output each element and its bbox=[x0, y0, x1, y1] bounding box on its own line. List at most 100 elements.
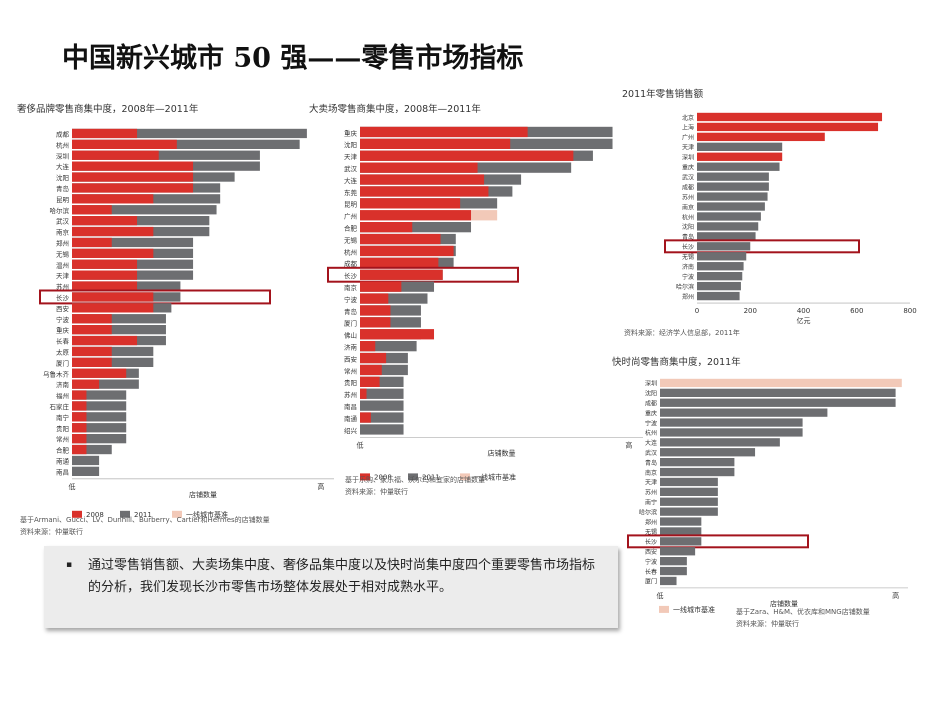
hypermarket-legend-label: 一线城市基准 bbox=[474, 472, 516, 481]
hypermarket-bar-2008 bbox=[360, 341, 376, 352]
sales-category-label: 广州 bbox=[682, 134, 694, 142]
hypermarket-bar-2008 bbox=[360, 293, 389, 304]
hypermarket-chart-title: 大卖场零售商集中度，2008年—2011年 bbox=[309, 104, 481, 115]
sales-category-label: 北京 bbox=[682, 114, 694, 122]
luxury-bar-2008 bbox=[72, 412, 87, 422]
luxury-bar-2011 bbox=[72, 237, 194, 248]
hypermarket-legend-label: 2008 bbox=[374, 473, 392, 481]
sales-category-label: 重庆 bbox=[682, 164, 694, 172]
luxury-bar-2008 bbox=[72, 226, 154, 237]
luxury-bar-2008 bbox=[72, 314, 112, 324]
luxury-bar-2008 bbox=[72, 183, 194, 193]
hypermarket-bar-2008 bbox=[360, 233, 441, 245]
fastfashion-bar-2011 bbox=[660, 547, 696, 556]
fastfashion-category-label: 宁波 bbox=[645, 419, 657, 427]
luxury-bar-2008 bbox=[72, 368, 127, 378]
luxury-category-label: 郑州 bbox=[56, 240, 69, 248]
luxury-bar-2011 bbox=[72, 434, 127, 444]
hypermarket-category-label: 天津 bbox=[344, 153, 358, 161]
luxury-bar-2011 bbox=[72, 139, 300, 149]
luxury-bar-2008 bbox=[72, 335, 138, 346]
sales-category-label: 长沙 bbox=[682, 243, 694, 251]
luxury-bar-2011 bbox=[72, 128, 307, 139]
sales-category-label: 宁波 bbox=[682, 273, 694, 281]
fastfashion-bar-2011 bbox=[660, 557, 687, 566]
hypermarket-category-label: 南京 bbox=[344, 283, 358, 292]
luxury-bar-2011 bbox=[72, 466, 100, 476]
fastfashion-category-label: 大连 bbox=[645, 439, 657, 447]
luxury-bar-2011 bbox=[72, 423, 127, 433]
hypermarket-note-basis: 基于乐购、家乐福、沃尔玛和宜家的店铺数量 bbox=[345, 476, 485, 484]
luxury-category-label: 深圳 bbox=[56, 151, 69, 160]
hypermarket-category-label: 南昌 bbox=[344, 402, 357, 411]
hypermarket-bar-2011 bbox=[360, 222, 472, 233]
fastfashion-highlight-box bbox=[627, 534, 809, 549]
hypermarket-bar-2008 bbox=[360, 257, 439, 268]
luxury-bar-2008 bbox=[72, 346, 112, 357]
sales-category-label: 苏州 bbox=[682, 193, 694, 201]
luxury-bar-2008 bbox=[72, 259, 138, 269]
hypermarket-bar-2008 bbox=[360, 364, 382, 376]
luxury-x-low: 低 bbox=[69, 482, 76, 491]
hypermarket-category-label: 青岛 bbox=[344, 307, 357, 316]
luxury-bar-2008 bbox=[72, 172, 194, 182]
fastfashion-category-label: 青岛 bbox=[645, 459, 657, 467]
luxury-category-label: 南京 bbox=[56, 228, 70, 237]
hypermarket-bar-2008 bbox=[360, 174, 485, 185]
fastfashion-bar-2011 bbox=[660, 537, 702, 546]
luxury-bar-2008 bbox=[72, 281, 138, 291]
luxury-category-label: 武汉 bbox=[56, 217, 70, 226]
hypermarket-category-label: 合肥 bbox=[344, 223, 358, 232]
luxury-legend-swatch bbox=[72, 510, 82, 518]
fastfashion-category-label: 西安 bbox=[645, 548, 657, 556]
hypermarket-bar-2008 bbox=[360, 388, 367, 399]
hypermarket-legend-label: 2011 bbox=[422, 473, 440, 481]
luxury-category-label: 温州 bbox=[56, 260, 69, 269]
fastfashion-x-high: 高 bbox=[892, 591, 899, 600]
fastfashion-category-label: 南京 bbox=[645, 469, 657, 477]
sales-bar-2011 bbox=[697, 291, 740, 301]
hypermarket-category-label: 苏州 bbox=[344, 390, 357, 399]
luxury-category-label: 石家庄 bbox=[50, 402, 70, 411]
luxury-category-label: 南宁 bbox=[56, 413, 70, 422]
hypermarket-bar-2008 bbox=[360, 162, 478, 173]
fastfashion-category-label: 深圳 bbox=[645, 380, 657, 388]
luxury-category-label: 苏州 bbox=[56, 282, 69, 291]
hypermarket-bar-2008 bbox=[360, 198, 461, 209]
hypermarket-bar-2011 bbox=[360, 400, 404, 411]
luxury-bar-2008 bbox=[72, 444, 87, 455]
hypermarket-bar-2008 bbox=[360, 138, 511, 149]
luxury-bar-2008 bbox=[72, 303, 154, 313]
sales-x-tick: 800 bbox=[903, 307, 916, 315]
luxury-bar-2008 bbox=[72, 248, 154, 258]
hypermarket-bar-2011 bbox=[360, 388, 404, 399]
hypermarket-category-label: 西安 bbox=[344, 354, 358, 363]
sales-bar-2011 bbox=[697, 252, 747, 261]
hypermarket-category-label: 济南 bbox=[344, 342, 358, 351]
hypermarket-category-label: 长沙 bbox=[344, 271, 358, 280]
hypermarket-category-label: 昆明 bbox=[344, 201, 358, 209]
luxury-chart-title: 奢侈品牌零售商集中度，2008年—2011年 bbox=[17, 104, 199, 115]
fastfashion-category-label: 南宁 bbox=[645, 499, 657, 507]
fastfashion-category-label: 武汉 bbox=[645, 449, 657, 457]
hypermarket-bar-2008 bbox=[360, 150, 574, 161]
luxury-category-label: 昆明 bbox=[56, 196, 70, 204]
sales-x-tick: 600 bbox=[850, 307, 863, 315]
fastfashion-bar-2011 bbox=[660, 576, 677, 586]
hypermarket-note-source: 资料来源：仲量联行 bbox=[345, 488, 408, 496]
luxury-legend-swatch bbox=[120, 510, 130, 518]
luxury-bar-2011 bbox=[72, 205, 217, 215]
hypermarket-bar-2011 bbox=[360, 317, 421, 328]
luxury-category-label: 西安 bbox=[56, 304, 70, 313]
hypermarket-bar-2011 bbox=[360, 341, 417, 352]
sales-category-label: 武汉 bbox=[682, 173, 694, 181]
luxury-category-label: 天津 bbox=[56, 272, 70, 280]
luxury-category-label: 南昌 bbox=[56, 467, 69, 476]
hypermarket-x-label: 店铺数量 bbox=[488, 448, 516, 457]
sales-x-tick: 0 bbox=[695, 307, 699, 315]
luxury-category-label: 沈阳 bbox=[56, 173, 69, 182]
luxury-category-label: 哈尔滨 bbox=[50, 206, 70, 215]
luxury-category-label: 宁波 bbox=[56, 315, 70, 324]
hypermarket-bar-2008 bbox=[360, 305, 391, 316]
luxury-bar-2011 bbox=[72, 346, 154, 357]
